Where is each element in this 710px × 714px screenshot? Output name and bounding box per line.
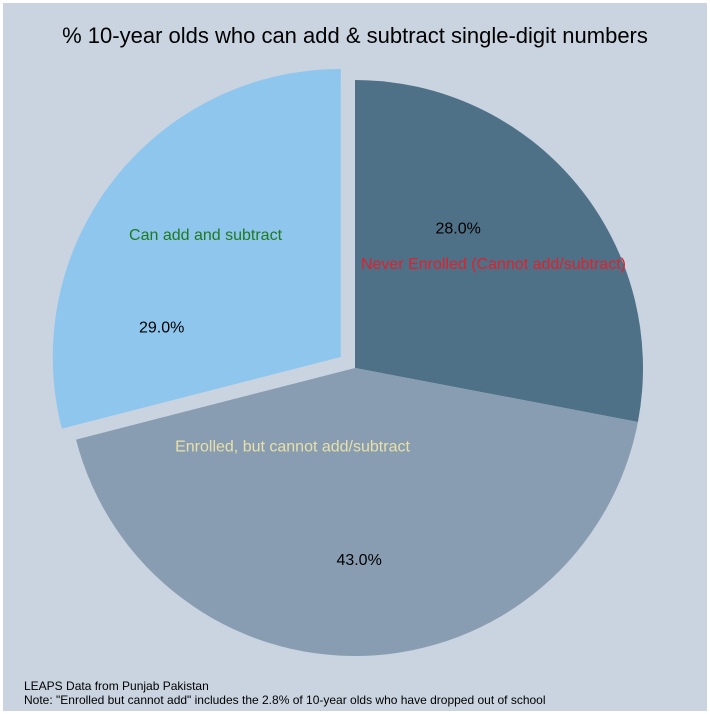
chart-frame: % 10-year olds who can add & subtract si… bbox=[3, 3, 707, 711]
footnote: Note: "Enrolled but cannot add" includes… bbox=[24, 693, 546, 707]
pie-chart: Never Enrolled (Cannot add/subtract) 28.0… bbox=[52, 68, 643, 656]
slice-value-label: 28.0% bbox=[435, 221, 480, 238]
pie-slice-3 bbox=[52, 68, 341, 429]
slice-name-label: Enrolled, but cannot add/subtract bbox=[175, 438, 410, 455]
slice-name-label: Never Enrolled (Cannot add/subtract) bbox=[361, 256, 626, 273]
slice-value-label: 43.0% bbox=[336, 552, 381, 569]
chart-title: % 10-year olds who can add & subtract si… bbox=[62, 23, 648, 48]
pie-slice-2 bbox=[76, 368, 638, 656]
slice-name-label: Can add and subtract bbox=[129, 227, 283, 244]
slice-value-label: 29.0% bbox=[139, 319, 184, 336]
pie-slice-1 bbox=[355, 80, 643, 422]
source-note: LEAPS Data from Punjab Pakistan bbox=[24, 679, 209, 693]
